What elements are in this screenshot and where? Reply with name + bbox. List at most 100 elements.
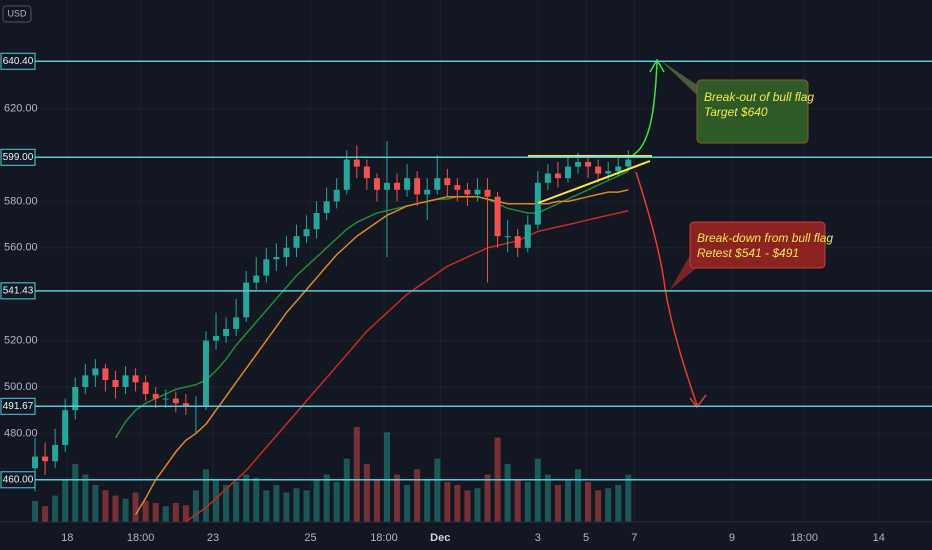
level-label-box [0, 52, 36, 70]
candle-body [534, 182, 541, 225]
x-tick-label: 23 [207, 532, 219, 544]
y-tick-label: 500.00 [4, 381, 38, 393]
candle-body [202, 340, 209, 406]
volume-bar [484, 474, 491, 522]
candle-body [454, 185, 461, 190]
volume-bar [504, 463, 511, 522]
volume-bar [605, 488, 612, 522]
volume-bar [243, 474, 250, 522]
volume-bar [554, 485, 561, 522]
breakout-box [696, 79, 809, 144]
candles [32, 141, 632, 492]
candle-body [373, 178, 380, 190]
volume-bar [353, 427, 360, 522]
candle-body [92, 368, 99, 376]
x-tick-label: 18 [61, 532, 73, 544]
volume-bar [454, 485, 461, 522]
candle-body [42, 456, 49, 462]
volume-bar [162, 506, 169, 522]
level-label: 640.40 [3, 56, 34, 67]
candle-body [585, 161, 592, 167]
volume-bar [534, 458, 541, 522]
candle-body [363, 166, 370, 179]
volume-bar [363, 463, 370, 522]
moving-averages [114, 170, 629, 523]
volume-bar [564, 479, 571, 522]
x-tick-label: 9 [729, 532, 735, 544]
volume-bar [202, 469, 209, 522]
candle-body [605, 171, 612, 174]
candle-body [343, 159, 350, 190]
candle-body [233, 317, 240, 329]
volume-bar [132, 492, 139, 522]
x-tick-label: 3 [535, 532, 541, 544]
candle-body [132, 375, 139, 383]
candle-body [464, 189, 471, 195]
candle-body [514, 236, 521, 248]
level-label: 541.43 [3, 285, 34, 296]
volume-bar [575, 469, 582, 522]
volume-bar [102, 490, 109, 522]
volume-bar [192, 490, 199, 522]
volume-bar [182, 505, 189, 522]
volume-bar [263, 490, 270, 522]
annotation: Retest $541 - $491 [697, 246, 799, 260]
level-label: 599.00 [3, 152, 34, 163]
breakout-arrow [632, 58, 665, 156]
candle-body [323, 201, 330, 213]
levels: 640.40 599.00 541.43 491.67 460.00 [0, 52, 932, 489]
y-tick-label: 480.00 [4, 427, 38, 439]
volume-bar [52, 495, 59, 522]
volume-bar [233, 481, 240, 522]
candle-body [544, 173, 551, 183]
candle-body [72, 386, 79, 411]
candle-body [404, 178, 411, 190]
level-label-box [0, 397, 36, 415]
volume-bar [152, 503, 159, 522]
candle-body [253, 275, 260, 283]
volume-bar [323, 474, 330, 522]
candle-body [263, 259, 270, 276]
x-tick-label: 7 [631, 532, 637, 544]
volume-bar [253, 477, 260, 522]
candle-body [504, 236, 511, 238]
volume-bar [42, 506, 49, 522]
candle-body [394, 182, 401, 190]
y-tick-label: 620.00 [4, 102, 38, 114]
x-tick-label: 25 [304, 532, 316, 544]
volume-bar [72, 463, 79, 522]
volume-bar [313, 479, 320, 522]
volume-bar [585, 481, 592, 522]
volume-bar [615, 485, 622, 522]
annotation: Target $640 [704, 105, 768, 119]
volume-bar [142, 500, 149, 522]
moving-average [134, 189, 629, 515]
currency: USD [7, 8, 27, 18]
candle-body [182, 403, 189, 406]
candle-body [142, 382, 149, 394]
volume-bar [404, 485, 411, 522]
volume-bar [82, 474, 89, 522]
candle-body [494, 196, 501, 237]
volume-bar [373, 479, 380, 522]
volume-bar [383, 432, 390, 522]
candle-body [82, 375, 89, 387]
volume-bar [544, 474, 551, 522]
y-tick-label: 520.00 [4, 334, 38, 346]
volume-bar [514, 479, 521, 522]
volume-bar [414, 469, 421, 522]
volume-bar [112, 495, 119, 522]
x-tick-label: Dec [430, 532, 450, 544]
candle-body [213, 335, 220, 341]
candle-body [554, 173, 561, 179]
volume-bar [213, 479, 220, 522]
candle-body [424, 189, 431, 195]
volume-bar [474, 488, 481, 522]
volume-bar [625, 474, 632, 522]
currency-box [2, 5, 32, 23]
candle-body [303, 229, 310, 237]
volume-bar [293, 488, 300, 522]
volume-bar [223, 485, 230, 522]
candle-body [293, 236, 300, 248]
x-tick-label: 18:00 [791, 532, 819, 544]
